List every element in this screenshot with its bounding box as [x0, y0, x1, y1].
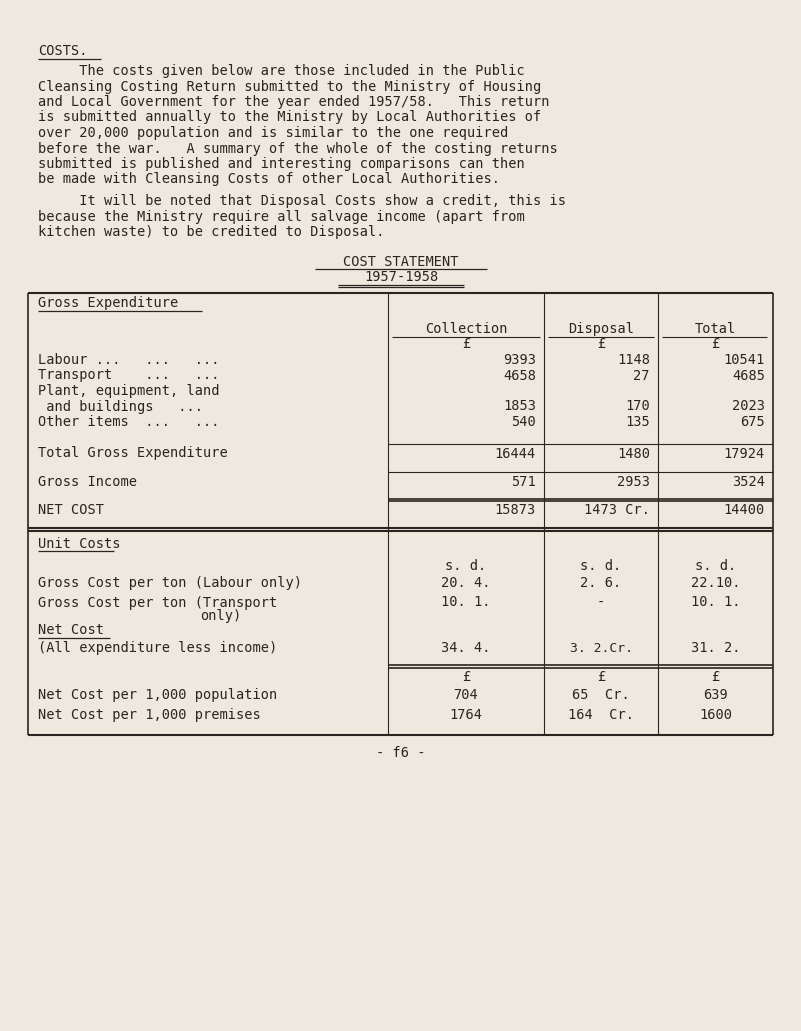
- Text: before the war.   A summary of the whole of the costing returns: before the war. A summary of the whole o…: [38, 141, 557, 156]
- Text: 17924: 17924: [724, 446, 765, 461]
- Text: 2023: 2023: [732, 399, 765, 413]
- Text: 27: 27: [634, 368, 650, 383]
- Text: 34. 4.: 34. 4.: [441, 641, 491, 655]
- Text: Plant, equipment, land: Plant, equipment, land: [38, 384, 219, 398]
- Text: £: £: [597, 670, 605, 684]
- Text: (All expenditure less income): (All expenditure less income): [38, 641, 277, 655]
- Text: 3. 2.Cr.: 3. 2.Cr.: [570, 642, 633, 655]
- Text: 3524: 3524: [732, 474, 765, 489]
- Text: 704: 704: [453, 688, 478, 702]
- Text: is submitted annually to the Ministry by Local Authorities of: is submitted annually to the Ministry by…: [38, 110, 541, 125]
- Text: 135: 135: [626, 415, 650, 429]
- Text: 1148: 1148: [617, 353, 650, 367]
- Text: kitchen waste) to be credited to Disposal.: kitchen waste) to be credited to Disposa…: [38, 225, 384, 239]
- Text: 1853: 1853: [503, 399, 536, 413]
- Text: because the Ministry require all salvage income (apart from: because the Ministry require all salvage…: [38, 209, 525, 224]
- Text: 10541: 10541: [724, 353, 765, 367]
- Text: 2. 6.: 2. 6.: [581, 576, 622, 590]
- Text: £: £: [711, 670, 719, 684]
- Text: 22.10.: 22.10.: [690, 576, 740, 590]
- Text: 540: 540: [511, 415, 536, 429]
- Text: Unit Costs: Unit Costs: [38, 536, 120, 551]
- Text: NET COST: NET COST: [38, 503, 104, 518]
- Text: 1600: 1600: [699, 708, 732, 722]
- Text: 675: 675: [740, 415, 765, 429]
- Text: 10. 1.: 10. 1.: [441, 596, 491, 609]
- Text: 4685: 4685: [732, 368, 765, 383]
- Text: 9393: 9393: [503, 353, 536, 367]
- Text: 15873: 15873: [495, 503, 536, 518]
- Text: Total Gross Expenditure: Total Gross Expenditure: [38, 446, 227, 461]
- Text: s. d.: s. d.: [695, 559, 736, 572]
- Text: 170: 170: [626, 399, 650, 413]
- Text: Transport    ...   ...: Transport ... ...: [38, 368, 219, 383]
- Text: 1957-1958: 1957-1958: [364, 270, 438, 284]
- Text: £: £: [462, 670, 470, 684]
- Text: Net Cost per 1,000 population: Net Cost per 1,000 population: [38, 688, 277, 702]
- Text: and Local Government for the year ended 1957/58.   This return: and Local Government for the year ended …: [38, 95, 549, 109]
- Text: Gross Cost per ton (Transport: Gross Cost per ton (Transport: [38, 596, 277, 609]
- Text: Disposal: Disposal: [568, 322, 634, 336]
- Text: 20. 4.: 20. 4.: [441, 576, 491, 590]
- Text: 16444: 16444: [495, 446, 536, 461]
- Text: over 20,000 population and is similar to the one required: over 20,000 population and is similar to…: [38, 126, 509, 140]
- Text: Gross Expenditure: Gross Expenditure: [38, 296, 179, 310]
- Text: s. d.: s. d.: [445, 559, 487, 572]
- Text: 65  Cr.: 65 Cr.: [572, 688, 630, 702]
- Text: 164  Cr.: 164 Cr.: [568, 708, 634, 722]
- Text: The costs given below are those included in the Public: The costs given below are those included…: [38, 64, 525, 78]
- Text: -: -: [597, 596, 605, 609]
- Text: COSTS.: COSTS.: [38, 44, 87, 58]
- Text: £: £: [462, 337, 470, 352]
- Text: Net Cost: Net Cost: [38, 623, 104, 637]
- Text: Cleansing Costing Return submitted to the Ministry of Housing: Cleansing Costing Return submitted to th…: [38, 79, 541, 94]
- Text: 14400: 14400: [724, 503, 765, 518]
- Text: It will be noted that Disposal Costs show a credit, this is: It will be noted that Disposal Costs sho…: [38, 194, 566, 208]
- Text: Net Cost per 1,000 premises: Net Cost per 1,000 premises: [38, 708, 261, 722]
- Text: £: £: [597, 337, 605, 352]
- Text: 10. 1.: 10. 1.: [690, 596, 740, 609]
- Text: 1764: 1764: [449, 708, 482, 722]
- Text: and buildings   ...: and buildings ...: [38, 399, 203, 413]
- Text: 571: 571: [511, 474, 536, 489]
- Text: Gross Cost per ton (Labour only): Gross Cost per ton (Labour only): [38, 576, 302, 590]
- Text: submitted is published and interesting comparisons can then: submitted is published and interesting c…: [38, 157, 525, 171]
- Text: Labour ...   ...   ...: Labour ... ... ...: [38, 353, 219, 367]
- Text: be made with Cleansing Costs of other Local Authorities.: be made with Cleansing Costs of other Lo…: [38, 172, 500, 187]
- Text: 1473 Cr.: 1473 Cr.: [584, 503, 650, 518]
- Text: 1480: 1480: [617, 446, 650, 461]
- Text: 4658: 4658: [503, 368, 536, 383]
- Text: Gross Income: Gross Income: [38, 474, 137, 489]
- Text: s. d.: s. d.: [581, 559, 622, 572]
- Text: Total: Total: [695, 322, 736, 336]
- Text: COST STATEMENT: COST STATEMENT: [344, 255, 459, 268]
- Text: 31. 2.: 31. 2.: [690, 641, 740, 655]
- Text: 2953: 2953: [617, 474, 650, 489]
- Text: 639: 639: [703, 688, 728, 702]
- Text: - f6 -: - f6 -: [376, 746, 426, 760]
- Text: £: £: [711, 337, 719, 352]
- Text: Other items  ...   ...: Other items ... ...: [38, 415, 219, 429]
- Text: Collection: Collection: [425, 322, 507, 336]
- Text: only): only): [200, 609, 241, 623]
